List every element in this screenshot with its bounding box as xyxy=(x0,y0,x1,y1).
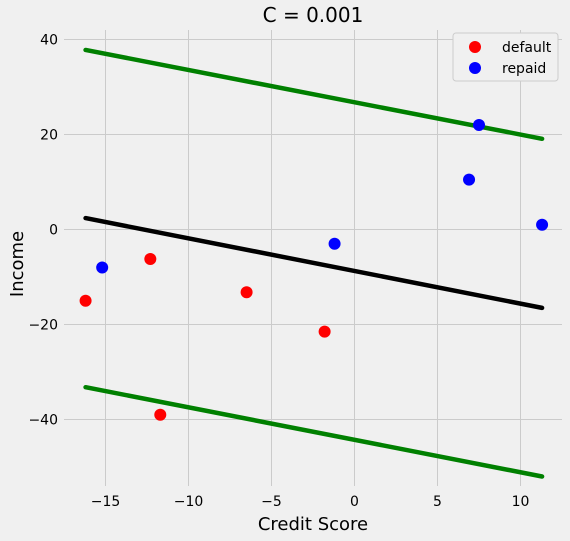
y-tick-label: 40 xyxy=(40,33,58,49)
legend-label-repaid: repaid xyxy=(502,61,546,77)
legend-label-default: default xyxy=(502,40,552,56)
legend-marker-default xyxy=(469,41,481,53)
x-tick-label: 5 xyxy=(433,494,442,510)
point-repaid xyxy=(463,173,476,186)
point-repaid xyxy=(96,261,109,274)
point-repaid xyxy=(328,237,341,250)
x-axis-label: Credit Score xyxy=(258,514,368,535)
point-default xyxy=(154,408,167,421)
line-boundary xyxy=(83,215,545,311)
point-default xyxy=(318,325,331,338)
line-margin-upper xyxy=(83,47,545,142)
y-tick-label: 0 xyxy=(49,223,58,239)
point-default xyxy=(144,252,157,265)
x-tick-label: 10 xyxy=(512,494,530,510)
legend: default repaid xyxy=(452,32,559,82)
x-tick-label: −5 xyxy=(261,494,282,510)
y-tick-label: −40 xyxy=(28,413,58,429)
point-repaid xyxy=(536,218,549,231)
line-margin-lower xyxy=(83,384,545,479)
data-points xyxy=(79,119,549,421)
x-tick-label: −10 xyxy=(174,494,204,510)
y-tick-label: −20 xyxy=(28,318,58,334)
y-axis-label: Income xyxy=(7,231,28,297)
point-default xyxy=(240,286,253,299)
y-tick-label: 20 xyxy=(40,128,58,144)
x-tick-label: −15 xyxy=(91,494,121,510)
svm-lines xyxy=(83,47,545,479)
tick-labels: −15 −10 −5 0 5 10 −40 −20 0 20 40 xyxy=(28,33,529,511)
point-default xyxy=(79,294,92,307)
chart-title: C = 0.001 xyxy=(263,3,364,27)
legend-marker-repaid xyxy=(469,62,481,74)
point-repaid xyxy=(473,119,485,131)
x-tick-label: 0 xyxy=(350,494,359,510)
